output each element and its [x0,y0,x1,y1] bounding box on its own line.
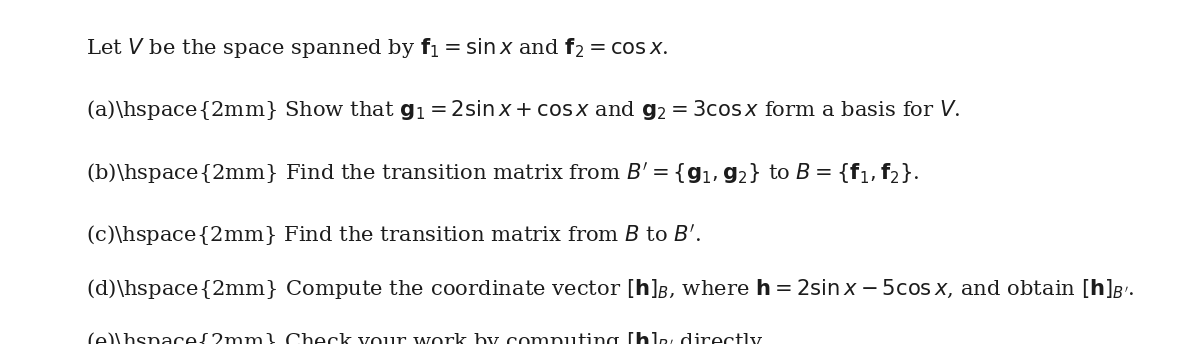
Text: (a)\hspace{2mm} Show that $\mathbf{g}_1 = 2\sin x + \cos x$ and $\mathbf{g}_2 = : (a)\hspace{2mm} Show that $\mathbf{g}_1 … [86,98,961,122]
Text: (e)\hspace{2mm} Check your work by computing $[\mathbf{h}]_{B'}$ directly.: (e)\hspace{2mm} Check your work by compu… [86,330,769,344]
Text: Let $V$ be the space spanned by $\mathbf{f}_1 = \sin x$ and $\mathbf{f}_2 = \cos: Let $V$ be the space spanned by $\mathbf… [86,36,668,60]
Text: (c)\hspace{2mm} Find the transition matrix from $B$ to $B'$.: (c)\hspace{2mm} Find the transition matr… [86,222,702,248]
Text: (d)\hspace{2mm} Compute the coordinate vector $[\mathbf{h}]_B$, where $\mathbf{h: (d)\hspace{2mm} Compute the coordinate v… [86,277,1135,301]
Text: (b)\hspace{2mm} Find the transition matrix from $B' = \left\{\mathbf{g}_1, \math: (b)\hspace{2mm} Find the transition matr… [86,160,920,186]
